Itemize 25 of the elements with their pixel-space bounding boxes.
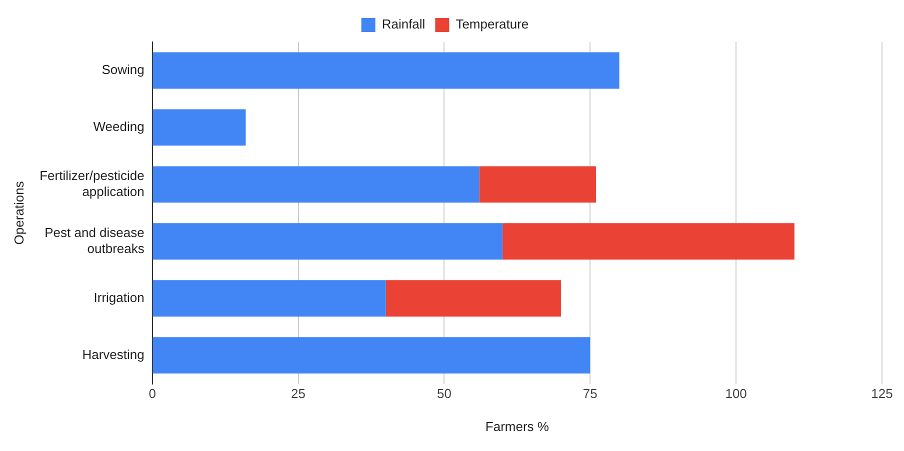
y-tick-label: Sowing [102, 62, 144, 78]
y-tick-label: Weeding [93, 119, 144, 134]
x-tick-label: 125 [871, 386, 893, 402]
x-tick-label: 50 [436, 386, 452, 402]
legend-label: Temperature [456, 16, 529, 32]
x-tick-label: 100 [725, 386, 747, 402]
bar [152, 52, 620, 89]
y-tick-label: Harvesting [82, 346, 144, 362]
y-axis-title: Operations [11, 180, 26, 245]
x-axis-title: Farmers % [485, 418, 550, 434]
x-tick-label: 75 [582, 386, 598, 402]
bar [152, 280, 386, 317]
bar [152, 109, 246, 146]
bar [152, 166, 480, 203]
legend-label: Rainfall [382, 16, 426, 32]
bar [502, 223, 794, 260]
y-tick-label: Irrigation [94, 290, 144, 305]
bar [152, 337, 590, 374]
y-tick-label: Pest and disease outbreaks [44, 225, 145, 256]
bar [479, 166, 596, 203]
x-tick-label: 0 [148, 386, 156, 402]
x-tick-label: 25 [291, 386, 306, 402]
bar [152, 223, 503, 260]
bar [386, 280, 561, 317]
y-tick-label: Fertilizer/pesticide application [40, 168, 144, 199]
